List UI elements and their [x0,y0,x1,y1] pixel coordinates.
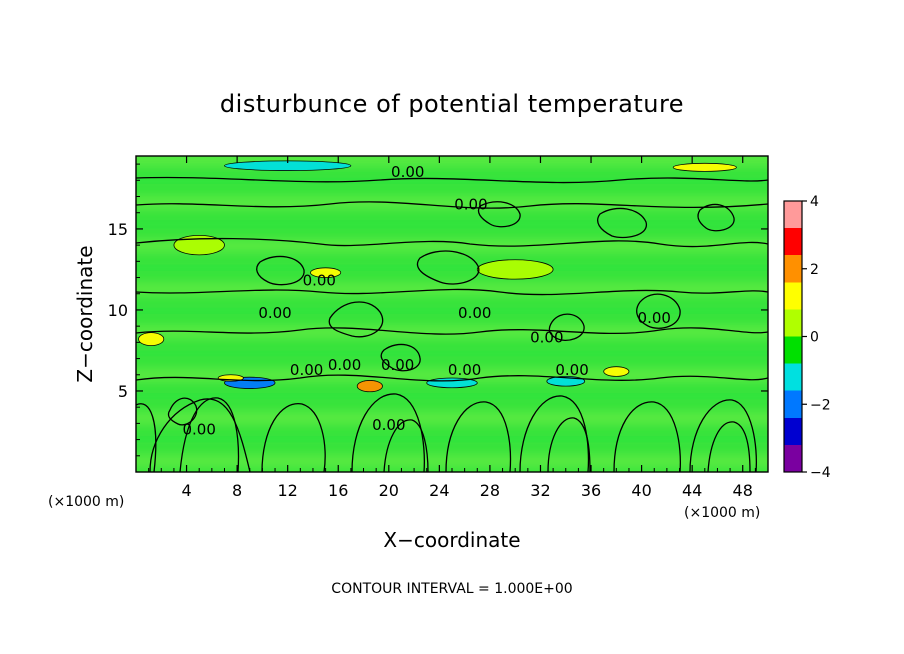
texture-band [136,299,768,307]
texture-band [136,314,768,322]
contour-labels: 0.00 0.00 0.00 0.00 0.00 0.00 0.00 0.00 0.00 0.00… [182,163,670,439]
colorbar-tick-label: −4 [810,465,831,481]
texture-band [136,385,768,393]
anomaly-patch [138,332,165,346]
contour-label: 0.00 [290,361,323,379]
colorbar-tick-label: −2 [810,397,831,413]
x-tick-label: 12 [278,481,298,500]
y-axis-label: Z−coordinate [73,245,97,382]
texture-band [136,270,768,279]
texture-band [136,199,768,207]
x-tick-label: 4 [181,481,191,500]
texture-band [136,156,768,164]
x-tick-label: 28 [480,481,500,500]
x-axis-label: X−coordinate [383,528,520,552]
texture-band [136,213,768,221]
y-tick-label: 15 [108,220,128,239]
contour-label: 0.00 [458,304,491,322]
contour-lines [136,176,768,472]
y-tick-label: 10 [108,301,128,320]
contour-label: 0.00 [182,421,215,439]
y-unit-label: (×1000 m) [48,494,124,510]
plot-area: 0.00 0.00 0.00 0.00 0.00 0.00 0.00 0.00 0.00 0.00… [136,156,768,472]
contour-label: 0.00 [454,195,487,213]
x-tick-label: 8 [232,481,242,500]
y-tick-label: 5 [118,382,128,401]
contour-label: 0.00 [328,356,361,374]
texture-band [136,443,768,451]
x-tick-label: 16 [328,481,348,500]
contour-label: 0.00 [303,272,336,290]
anomaly-patch [356,380,383,393]
anomaly-patch [603,366,630,377]
texture-band [136,227,768,235]
texture-band [136,242,768,250]
colorbar-ticks: −4 −2 0 2 4 [802,194,831,481]
texture-band [136,414,768,422]
x-tick-label: 44 [682,481,702,500]
anomaly-patch [476,259,554,280]
contour-label: 0.00 [391,163,424,181]
x-tick-label: 20 [379,481,399,500]
contour-label: 0.00 [530,328,563,346]
x-tick-label: 24 [429,481,449,500]
x-tick-label: 48 [733,481,753,500]
colorbar-scale [783,200,803,473]
x-axis: 4 8 12 16 20 24 28 32 36 40 44 48 [148,156,756,500]
anomaly-patch [310,267,342,278]
texture-band [136,184,768,192]
contour-interval-note: CONTOUR INTERVAL = 1.000E+00 [331,581,572,597]
contour-label: 0.00 [381,356,414,374]
colorbar-tick-label: 4 [810,194,819,210]
texture-band [136,328,768,336]
x-tick-label: 40 [631,481,651,500]
anomaly-patch [672,162,737,172]
contour-label: 0.00 [258,304,291,322]
x-tick-label: 32 [530,481,550,500]
texture-band [136,256,768,264]
x-tick-label: 36 [581,481,601,500]
anomaly-patch [173,235,225,256]
colorbar-tick-label: 0 [810,330,819,346]
contour-label: 0.00 [372,416,405,434]
texture-band [136,371,768,379]
contour-label: 0.00 [448,361,481,379]
colorbar-tick-label: 2 [810,262,819,278]
texture-band [136,457,768,465]
contour-label: 0.00 [555,361,588,379]
texture-band [136,400,768,408]
chart-title: disturbunce of potential temperature [220,90,684,118]
x-unit-label: (×1000 m) [684,505,760,521]
texture-band [136,357,768,365]
texture-band [136,342,768,350]
contour-label: 0.00 [638,309,671,327]
y-axis: 5 10 15 [108,163,768,457]
colorbar: −4 −2 0 2 4 [783,194,831,481]
texture-band [136,170,768,178]
